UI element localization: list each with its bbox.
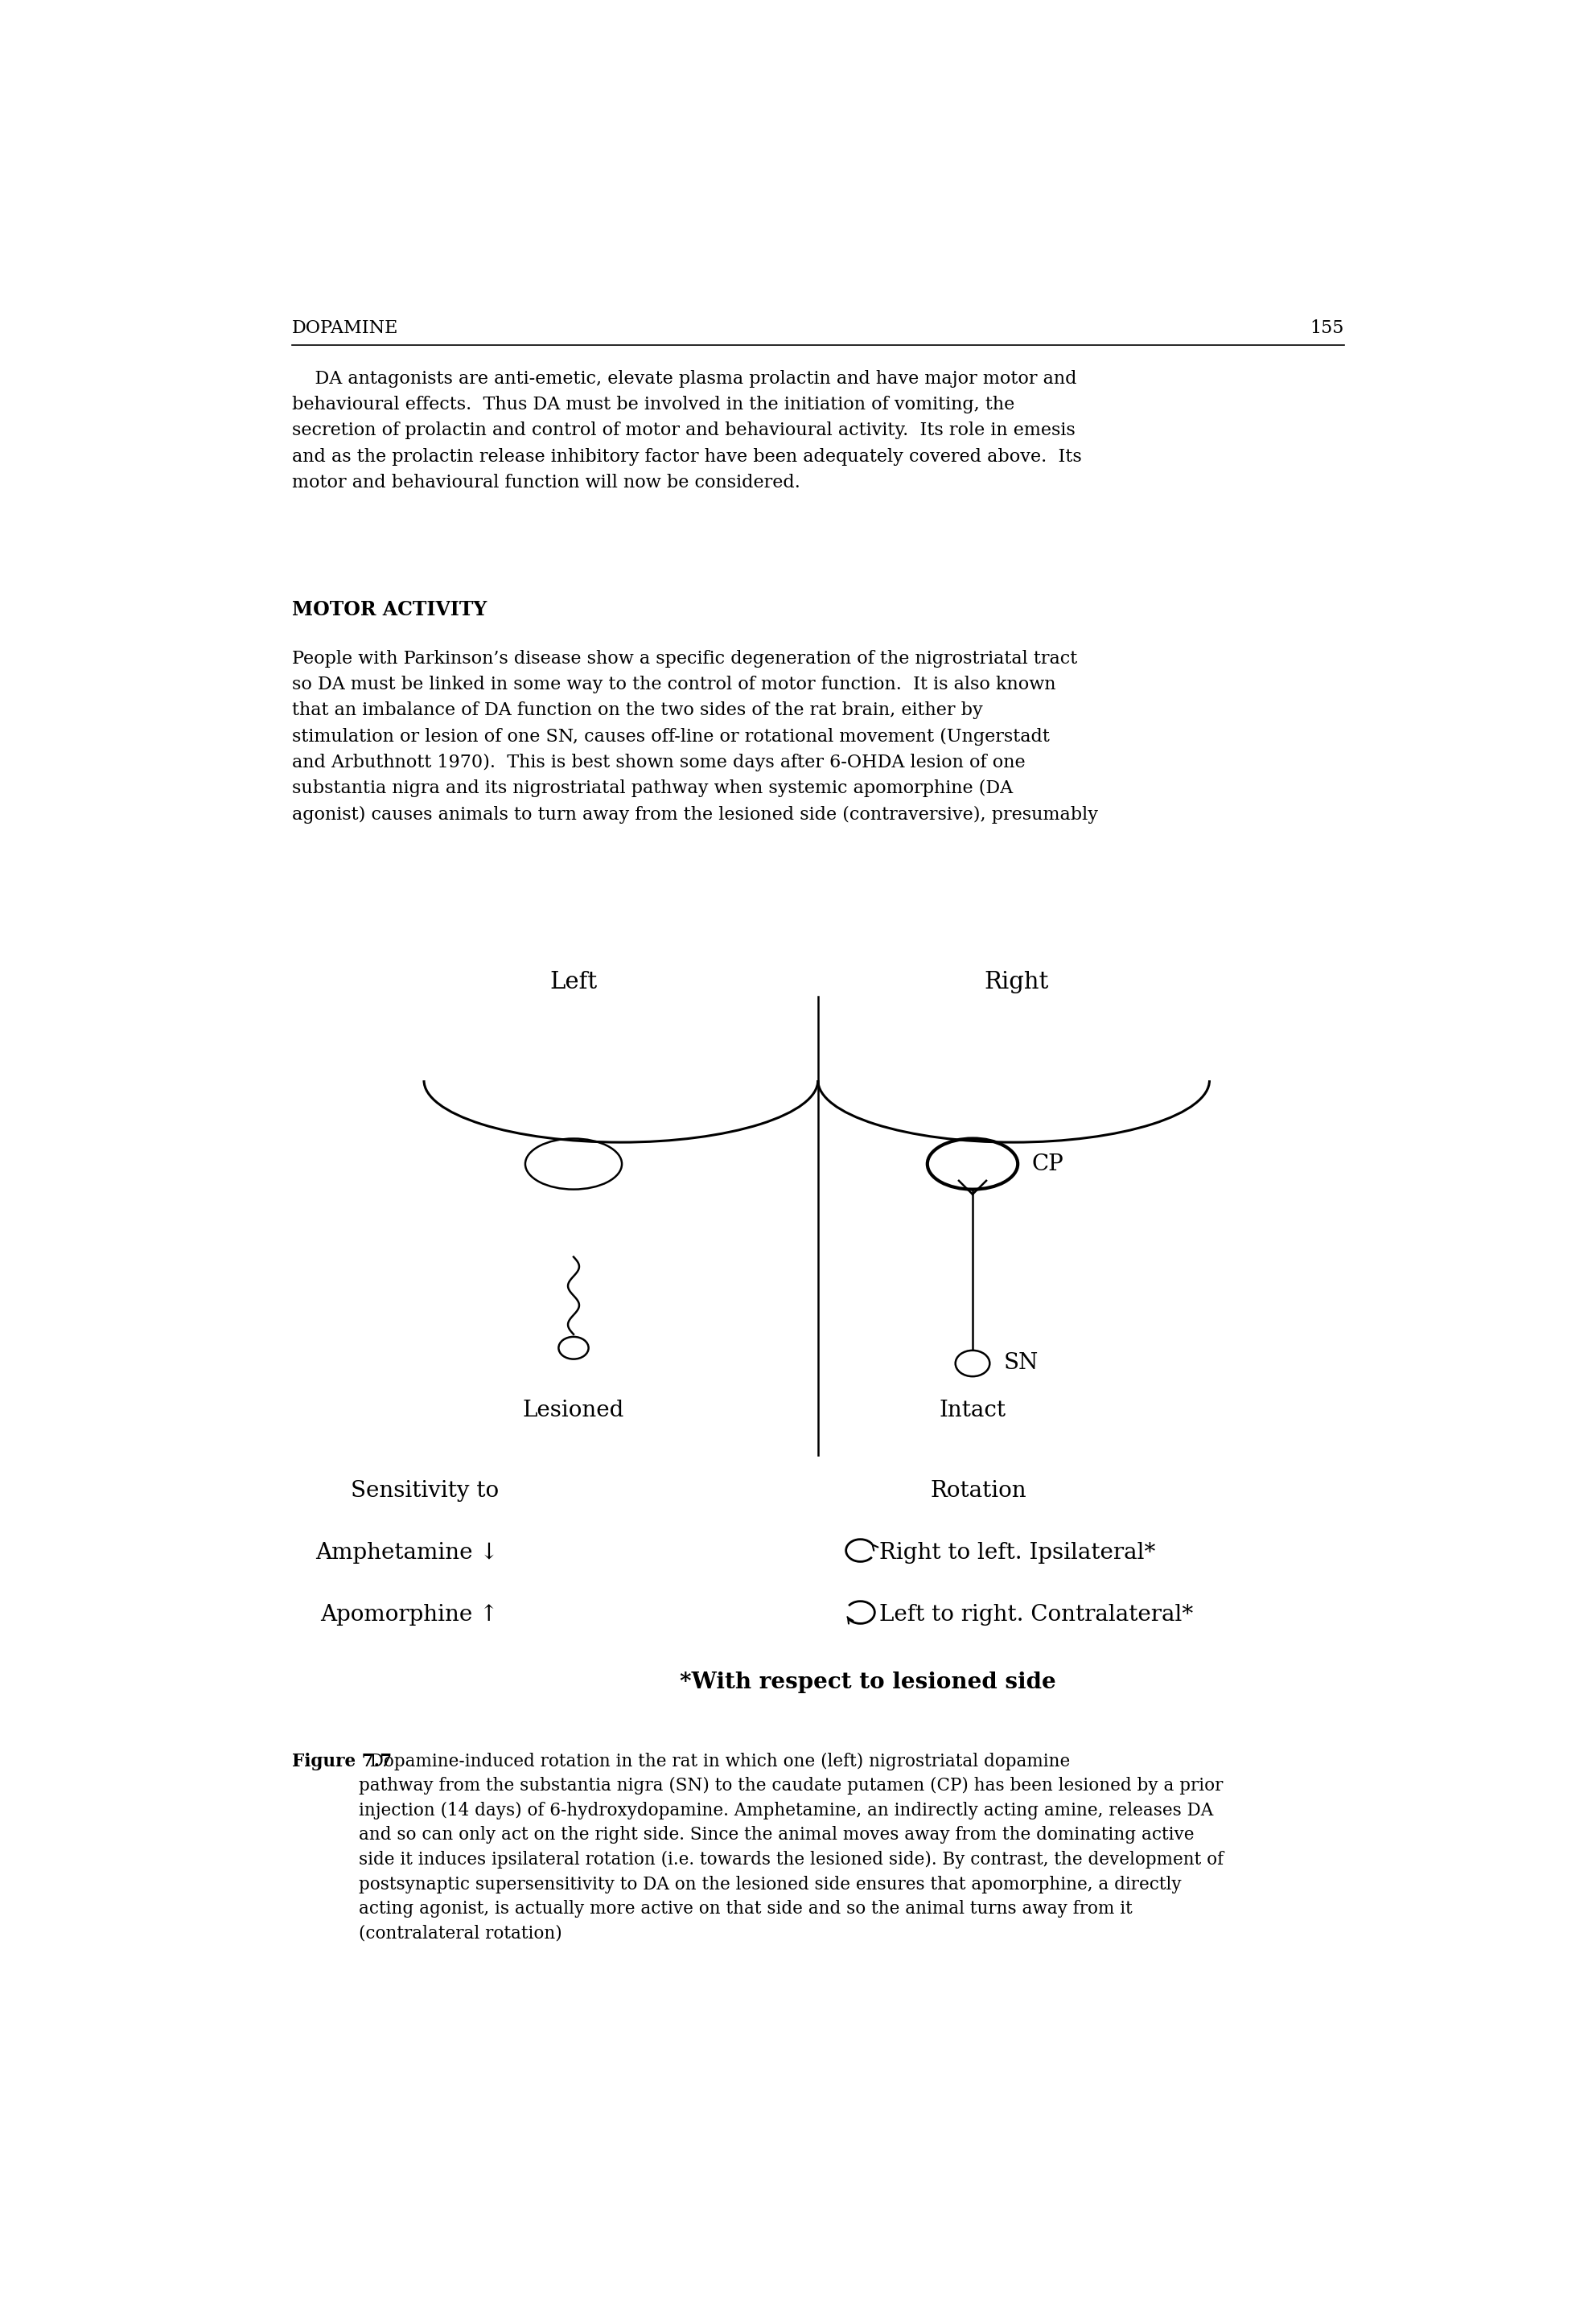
Text: SN: SN — [1004, 1352, 1039, 1375]
Text: CP: CP — [1031, 1153, 1065, 1176]
Text: Right: Right — [983, 972, 1049, 993]
Text: Figure 7.7: Figure 7.7 — [292, 1753, 391, 1769]
Text: Right to left. Ipsilateral*: Right to left. Ipsilateral* — [879, 1542, 1156, 1563]
Text: DOPAMINE: DOPAMINE — [292, 320, 399, 336]
Text: People with Parkinson’s disease show a specific degeneration of the nigrostriata: People with Parkinson’s disease show a s… — [292, 649, 1098, 823]
Text: DA antagonists are anti-emetic, elevate plasma prolactin and have major motor an: DA antagonists are anti-emetic, elevate … — [292, 371, 1082, 492]
Text: Sensitivity to: Sensitivity to — [351, 1480, 498, 1503]
Text: Intact: Intact — [938, 1398, 1005, 1422]
Text: Dopamine-induced rotation in the rat in which one (left) nigrostriatal dopamine
: Dopamine-induced rotation in the rat in … — [359, 1753, 1224, 1943]
Text: Lesioned: Lesioned — [523, 1398, 624, 1422]
Text: MOTOR ACTIVITY: MOTOR ACTIVITY — [292, 601, 487, 619]
Text: Left: Left — [549, 972, 597, 993]
Text: Rotation: Rotation — [930, 1480, 1026, 1503]
Text: Left to right. Contralateral*: Left to right. Contralateral* — [879, 1605, 1192, 1626]
Text: Apomorphine ↑: Apomorphine ↑ — [321, 1605, 498, 1626]
Text: Amphetamine ↓: Amphetamine ↓ — [316, 1542, 498, 1563]
Text: *With respect to lesioned side: *With respect to lesioned side — [680, 1672, 1057, 1693]
Text: 155: 155 — [1310, 320, 1344, 336]
